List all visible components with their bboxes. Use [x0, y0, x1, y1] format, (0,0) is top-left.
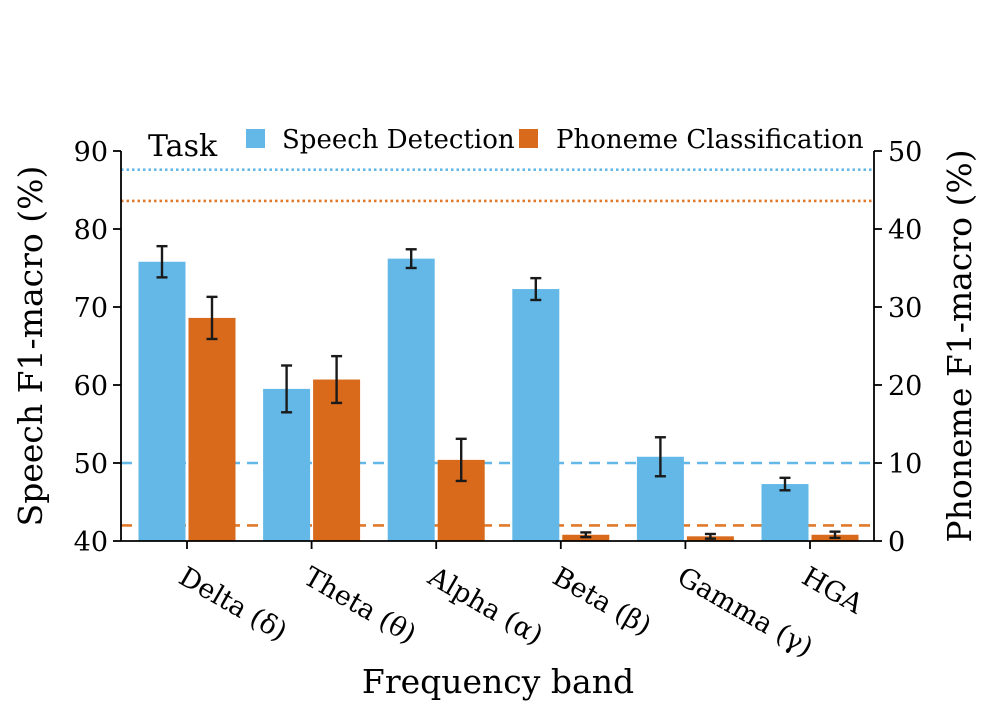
right-ticks: 0 10 20 30 40 50	[874, 137, 922, 558]
bar-speech-5	[761, 484, 809, 541]
x-tick-label-0: Delta (δ)	[174, 561, 293, 647]
legend-label-phoneme: Phoneme Classification	[556, 125, 864, 155]
errorbar-speech-2	[405, 248, 417, 270]
right-tick-label-4: 40	[888, 215, 922, 246]
right-tick-label-1: 10	[888, 449, 922, 480]
x-tick-label-4: Gamma (γ)	[672, 561, 818, 663]
errorbar-phoneme-4	[704, 532, 716, 540]
right-tick-label-2: 20	[888, 371, 922, 402]
left-tick-label-0: 40	[74, 527, 108, 558]
legend-label-speech: Speech Detection	[282, 125, 515, 155]
right-tick-label-0: 0	[888, 527, 905, 558]
x-tick-label-2: Alpha (α)	[422, 561, 548, 652]
errorbar-speech-3	[530, 276, 542, 302]
bar-speech-3	[512, 289, 560, 541]
left-tick-label-2: 60	[74, 371, 108, 402]
left-ticks: 40 50 60 70 80 90	[74, 137, 121, 558]
errorbar-phoneme-1	[331, 354, 343, 405]
left-tick-label-3: 70	[74, 293, 108, 324]
legend-swatch-speech	[246, 129, 265, 148]
legend-title: Task	[148, 129, 218, 164]
right-tick-label-3: 30	[888, 293, 922, 324]
x-ticks: Delta (δ) Theta (θ) Alpha (α) Beta (β) Gamma…	[174, 541, 869, 663]
x-tick-label-5: HGA	[797, 561, 869, 620]
y-axis-left-title: Speech F1-macro (%)	[11, 166, 50, 527]
bar-speech-2	[387, 258, 435, 541]
errorbar-phoneme-5	[829, 530, 841, 540]
left-tick-label-1: 50	[74, 449, 108, 480]
errorbar-speech-5	[779, 476, 791, 492]
errorbar-speech-4	[654, 436, 666, 478]
reference-lines	[121, 168, 874, 527]
x-tick-label-3: Beta (β)	[547, 561, 656, 642]
errorbar-phoneme-3	[580, 531, 592, 539]
bar-phoneme-1	[313, 379, 361, 541]
errorbar-phoneme-0	[206, 295, 218, 341]
left-tick-label-5: 90	[74, 137, 108, 168]
y-axis-right-title: Phoneme F1-macro (%)	[940, 149, 979, 542]
bar-phoneme-0	[188, 317, 236, 541]
right-tick-label-5: 50	[888, 137, 922, 168]
legend: Task Speech Detection Phoneme Classifica…	[148, 125, 864, 164]
error-bars	[156, 244, 841, 540]
errorbar-speech-0	[156, 244, 168, 279]
errorbar-speech-1	[281, 364, 293, 414]
legend-swatch-phoneme	[519, 129, 538, 148]
bars	[138, 258, 859, 541]
bar-speech-1	[263, 388, 311, 541]
x-axis-title: Frequency band	[362, 662, 634, 701]
left-tick-label-4: 80	[74, 215, 108, 246]
bar-speech-0	[138, 261, 186, 541]
x-tick-label-1: Theta (θ)	[298, 561, 421, 650]
errorbar-phoneme-2	[455, 437, 467, 483]
